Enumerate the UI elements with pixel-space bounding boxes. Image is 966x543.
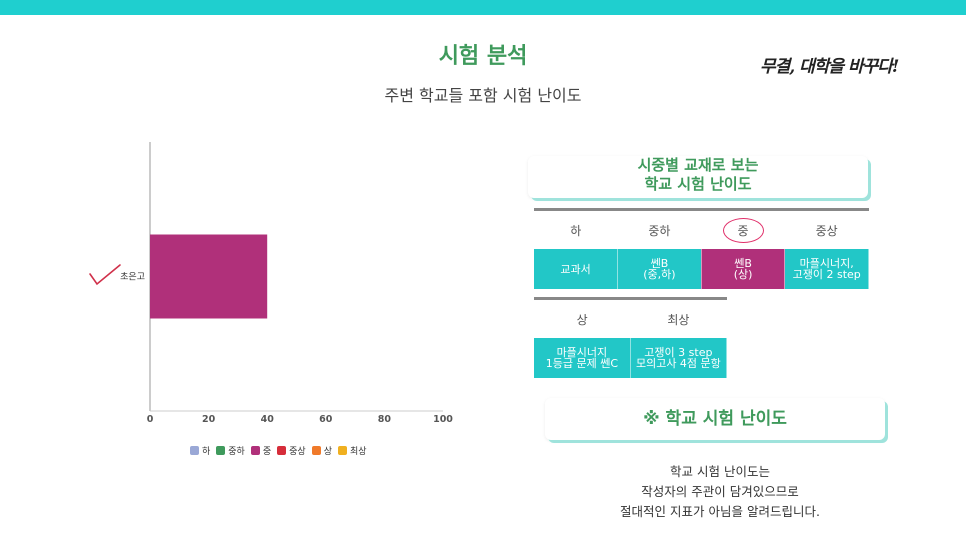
level-header: 최상 bbox=[630, 297, 727, 338]
top-accent-bar bbox=[0, 0, 966, 15]
book-cell: 고쟁이 3 step 모의고사 4점 문항 bbox=[630, 338, 728, 378]
note-line: 작성자의 주관이 담겨있으므로 bbox=[641, 484, 799, 499]
legend-swatch bbox=[337, 446, 347, 455]
legend-swatch bbox=[216, 446, 226, 455]
x-tick-label: 40 bbox=[261, 414, 275, 425]
chart-legend: 하 중하 중 중상 상 최상 bbox=[190, 444, 367, 457]
page-subtitle: 주변 학교들 포함 시험 난이도 bbox=[384, 86, 582, 105]
x-tick-label: 0 bbox=[147, 414, 154, 425]
book-cell: 마플시너지 1등급 문제 쎈C bbox=[534, 338, 631, 378]
book-cell-selected: 쎈B (상) bbox=[701, 249, 786, 289]
legend-item: 중 bbox=[250, 444, 272, 457]
level-header: 중하 bbox=[617, 208, 702, 249]
page-title: 시험 분석 bbox=[438, 44, 528, 69]
checkmark-icon bbox=[89, 264, 121, 286]
legend-swatch bbox=[277, 446, 287, 455]
category-label: 초은고 bbox=[120, 272, 145, 283]
note-line: 학교 시험 난이도는 bbox=[670, 464, 770, 479]
x-tick-label: 80 bbox=[378, 414, 392, 425]
level-header-selected: 중 bbox=[701, 208, 785, 249]
card-title-line2: 학교 시험 난이도 bbox=[644, 175, 752, 193]
x-tick-label: 60 bbox=[319, 414, 333, 425]
legend-label: 중상 bbox=[289, 447, 306, 457]
legend-swatch bbox=[311, 446, 321, 455]
level-header: 상 bbox=[534, 297, 631, 338]
legend-item: 상 bbox=[311, 444, 332, 457]
bar-중 bbox=[150, 234, 268, 319]
legend-item: 중하 bbox=[216, 444, 245, 457]
difficulty-table-row2: 상 최상 마플시너지 1등급 문제 쎈C 고쟁이 3 step 모의고사 4점 문항 bbox=[534, 297, 728, 378]
difficulty-table-row1: 하 중하 중 중상 교과서 쎈B (중,하) 쎈B (상) 마플시너지, 고쟁이 2 … bbox=[534, 208, 869, 289]
legend-item: 하 bbox=[190, 444, 210, 457]
legend-label: 상 bbox=[323, 447, 332, 457]
legend-swatch bbox=[190, 446, 199, 455]
legend-item: 최상 bbox=[337, 444, 367, 457]
book-cell: 교과서 bbox=[534, 249, 619, 289]
card-title-line1: 시중별 교재로 보는 bbox=[637, 156, 759, 174]
legend-label: 하 bbox=[202, 447, 211, 457]
x-tick-label: 20 bbox=[202, 414, 216, 425]
difficulty-table-title-card: 시중별 교재로 보는 학교 시험 난이도 bbox=[528, 156, 868, 198]
x-tick-label: 100 bbox=[433, 414, 453, 425]
level-header: 하 bbox=[534, 208, 618, 249]
slogan-handwriting: 무결, 대학을 바꾸다! bbox=[760, 57, 899, 77]
legend-label: 중 bbox=[262, 447, 272, 457]
note-line: 절대적인 지표가 아님을 알려드립니다. bbox=[620, 504, 820, 519]
legend-label: 최상 bbox=[349, 447, 367, 457]
book-cell: 쎈B (중,하) bbox=[617, 249, 702, 289]
legend-swatch bbox=[250, 446, 260, 455]
disclaimer-note: 학교 시험 난이도는 작성자의 주관이 담겨있으므로 절대적인 지표가 아님을 … bbox=[570, 462, 870, 522]
level-header: 중상 bbox=[784, 208, 869, 249]
difficulty-note-card: ※ 학교 시험 난이도 bbox=[545, 398, 885, 440]
selected-level-circle: 중 bbox=[722, 217, 764, 243]
legend-label: 중하 bbox=[228, 447, 245, 457]
difficulty-bar-chart: 0 20 40 60 80 100 초은고 bbox=[120, 142, 453, 425]
legend-item: 중상 bbox=[277, 444, 306, 457]
book-cell: 마플시너지, 고쟁이 2 step bbox=[784, 249, 869, 289]
